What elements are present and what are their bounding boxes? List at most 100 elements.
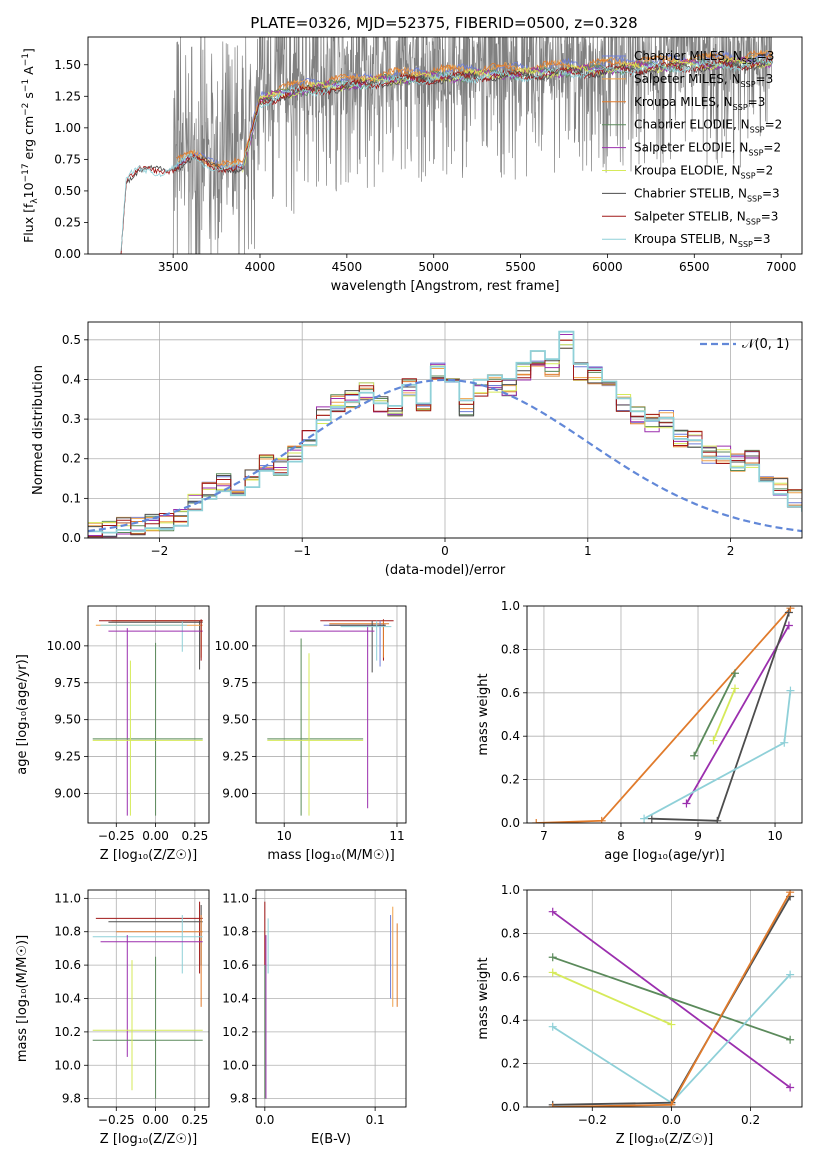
y-tick-label: 10.4 <box>54 992 81 1006</box>
series-line-chabrier-stelib <box>651 612 790 822</box>
legend-entry: Kroupa ELODIE, NSSP=2 <box>634 164 773 181</box>
histogram-salpeter-elodie <box>88 334 802 538</box>
y-tick-label: 1.50 <box>54 58 81 72</box>
axes-frame <box>87 605 210 824</box>
y-tick-label: 0.1 <box>62 491 81 505</box>
data-point <box>548 1022 557 1031</box>
label-part: s <box>21 92 36 103</box>
x-tick-label: 0 <box>441 544 449 558</box>
legend-sub: SSP <box>733 103 748 112</box>
legend-entry: Salpeter STELIB, NSSP=3 <box>634 209 778 226</box>
y-tick-label: 9.25 <box>222 750 249 764</box>
legend-sub: SSP <box>746 217 761 226</box>
legend-tail: =2 <box>756 164 774 178</box>
legend-sub: SSP <box>738 240 753 249</box>
plot-area <box>120 37 773 254</box>
legend-tail: =2 <box>763 141 781 155</box>
data-point <box>786 1035 795 1044</box>
label-part: 10 <box>21 182 36 198</box>
legend-sub: SSP <box>747 194 762 203</box>
data-point <box>647 814 656 823</box>
data-point <box>786 686 795 695</box>
y-axis-label: age [log₁₀(age/yr)] <box>15 654 30 775</box>
y-tick-label: 9.75 <box>222 676 249 690</box>
legend-entry: Chabrier STELIB, NSSP=3 <box>634 186 780 203</box>
legend-entry: Kroupa MILES, NSSP=3 <box>634 95 765 112</box>
x-tick-label: 7000 <box>766 260 797 274</box>
x-tick-label: 0.25 <box>181 1113 208 1127</box>
y-tick-label: 9.50 <box>222 713 249 727</box>
legend-text: Salpeter ELODIE, N <box>634 141 748 155</box>
axes-mass_vs_ebv: 0.0 0.1 9.8 10.0 10.2 10.4 10.6 10.8 11.0 E(B-V) <box>222 889 407 1147</box>
axes-age_vs_mass: 10 11 9.00 9.25 9.50 9.75 10.00 mass [log₁₀(M/M… <box>215 605 407 863</box>
axes-residuals: −2 −1 0 1 2 0.0 0.1 0.2 0.3 0.4 0.5 (data-model)/er… <box>31 321 803 578</box>
y-axis-label: Normed distribution <box>31 365 46 495</box>
series-line-salpeter-elodie <box>685 625 790 804</box>
series-line-chabrier-elodie <box>552 956 791 1041</box>
legend-sub: SSP <box>748 149 763 158</box>
figure-title: PLATE=0326, MJD=52375, FIBERID=0500, z=0… <box>250 14 637 32</box>
histogram-chabrier-stelib <box>88 347 802 537</box>
label-part: ] <box>21 48 36 53</box>
x-tick-label: −2 <box>151 544 169 558</box>
x-tick-label: 6500 <box>679 260 710 274</box>
x-tick-label: 2 <box>727 544 735 558</box>
x-tick-label: 11 <box>389 829 404 843</box>
x-axis-label: mass [log₁₀(M/M☉)] <box>267 848 394 863</box>
x-tick-label: 5500 <box>505 260 536 274</box>
plot-area <box>92 901 203 1099</box>
y-tick-label: 0.2 <box>501 1057 520 1071</box>
y-tick-label: 0.2 <box>501 773 520 787</box>
y-tick-label: 10.4 <box>222 992 249 1006</box>
data-point <box>713 816 722 823</box>
axes-weight_vs_age: 7 8 9 10 0.0 0.2 0.4 0.6 0.8 1.0 age [log₁₀(age/yr… <box>476 599 803 863</box>
data-point <box>709 736 718 745</box>
data-point <box>667 1020 676 1029</box>
axes-frame <box>87 321 803 539</box>
model-spectrum-salpeter-stelib <box>120 56 773 254</box>
legend-entry: Salpeter ELODIE, NSSP=2 <box>634 141 781 158</box>
legend-sub: SSP <box>742 57 757 66</box>
axes-age_vs_Z: −0.25 0.00 0.25 9.00 9.25 9.50 9.75 10.00 Z [log… <box>15 605 210 863</box>
x-axis-label: Z [log₁₀(Z/Z☉)] <box>616 1132 713 1147</box>
x-tick-label: 0.2 <box>741 1113 760 1127</box>
plot-area <box>88 330 802 538</box>
x-tick-label: −0.25 <box>98 829 135 843</box>
y-tick-label: 9.8 <box>62 1092 81 1106</box>
axes-frame <box>255 889 407 1108</box>
y-axis-label: Flux [fλ10−17 erg cm−2 s−1 A−1] <box>21 48 40 243</box>
plot-layer: 3500 4000 4500 5000 5500 6000 6500 70000.000.25… <box>15 36 803 1147</box>
data-point <box>730 669 739 678</box>
y-tick-label: 0.8 <box>501 642 520 656</box>
x-tick-label: 8 <box>617 829 625 843</box>
y-tick-label: 10.00 <box>215 639 249 653</box>
data-point <box>786 890 795 897</box>
legend-tail: =3 <box>748 95 766 109</box>
axes-frame <box>87 889 210 1108</box>
x-tick-label: 5000 <box>418 260 449 274</box>
data-point <box>640 814 649 823</box>
y-tick-label: 0.8 <box>501 926 520 940</box>
x-tick-label: 10 <box>277 829 292 843</box>
legend-sub: SSP <box>750 126 765 135</box>
x-tick-label: 0.1 <box>366 1113 385 1127</box>
x-tick-label: −1 <box>293 544 311 558</box>
y-tick-label: 9.00 <box>54 786 81 800</box>
y-tick-label: 0.5 <box>62 333 81 347</box>
y-tick-label: 10.2 <box>222 1025 249 1039</box>
y-tick-label: 9.8 <box>230 1092 249 1106</box>
y-tick-label: 10.00 <box>47 639 81 653</box>
plot-area <box>267 619 394 816</box>
legend-entry: Chabrier ELODIE, NSSP=2 <box>634 118 782 135</box>
legend-tail: =3 <box>761 209 779 223</box>
y-tick-label: 1.0 <box>501 599 520 613</box>
x-tick-label: 4000 <box>245 260 276 274</box>
observed-spectrum <box>172 37 772 254</box>
plot-area <box>264 901 398 1099</box>
y-tick-label: 9.25 <box>54 750 81 764</box>
axes-frame <box>255 605 407 824</box>
data-point <box>532 819 541 823</box>
data-point <box>780 738 789 747</box>
label-part: −17 <box>21 163 31 182</box>
